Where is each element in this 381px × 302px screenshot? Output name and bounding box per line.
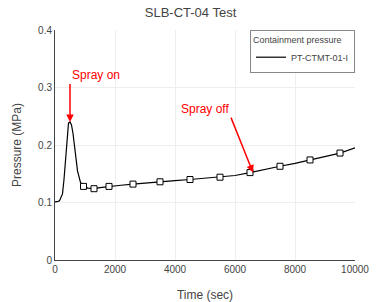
svg-text:0.2: 0.2 (38, 140, 52, 151)
svg-text:SLB-CT-04 Test: SLB-CT-04 Test (145, 5, 237, 20)
svg-text:Time (sec): Time (sec) (177, 288, 233, 302)
svg-text:PT-CTMT-01-I: PT-CTMT-01-I (291, 53, 348, 63)
svg-text:2000: 2000 (104, 264, 127, 275)
svg-text:0: 0 (52, 264, 58, 275)
svg-text:4000: 4000 (164, 264, 187, 275)
svg-text:Containment pressure: Containment pressure (253, 35, 342, 45)
svg-text:10000: 10000 (341, 264, 369, 275)
svg-text:0.1: 0.1 (38, 197, 52, 208)
svg-text:0.4: 0.4 (38, 25, 52, 36)
svg-text:0.3: 0.3 (38, 82, 52, 93)
svg-text:0: 0 (46, 255, 52, 266)
svg-text:Pressure (MPa): Pressure (MPa) (10, 103, 24, 187)
svg-text:Spray off: Spray off (181, 102, 229, 116)
svg-text:6000: 6000 (224, 264, 247, 275)
svg-text:Spray on: Spray on (72, 68, 120, 82)
svg-text:8000: 8000 (284, 264, 307, 275)
